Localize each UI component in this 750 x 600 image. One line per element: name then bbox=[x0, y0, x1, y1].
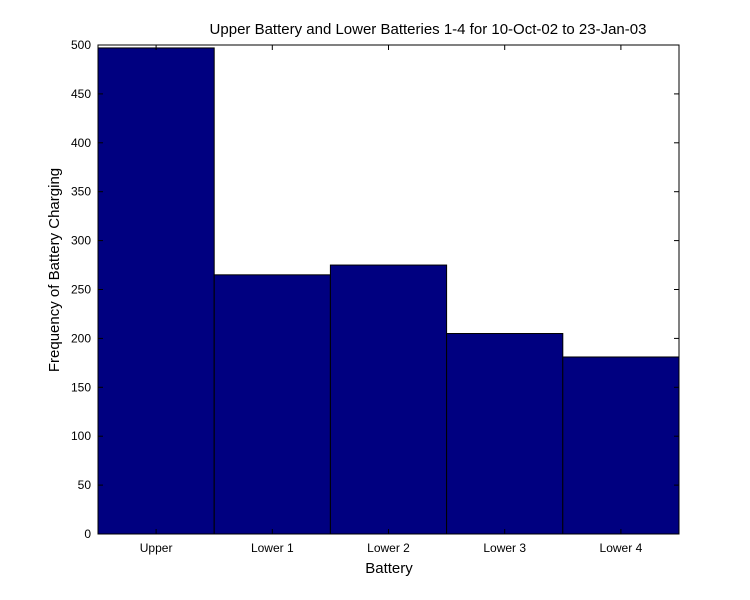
y-tick-label: 100 bbox=[71, 429, 91, 443]
ticks-layer: 0 50 100 150 200 250 300 350 400 450 500 Upper Lower… bbox=[71, 38, 679, 555]
y-tick-label: 350 bbox=[71, 185, 91, 199]
x-axis-title: Battery bbox=[365, 560, 413, 577]
bar-lower-3 bbox=[446, 333, 564, 535]
bar-lower-1 bbox=[213, 274, 331, 535]
chart-title: Upper Battery and Lower Batteries 1-4 fo… bbox=[210, 21, 647, 38]
y-tick-label: 400 bbox=[71, 136, 91, 150]
bar-lower-4 bbox=[562, 356, 680, 535]
y-tick-label: 50 bbox=[78, 478, 92, 492]
y-tick-label: 300 bbox=[71, 234, 91, 248]
y-tick-label: 250 bbox=[71, 283, 91, 297]
bar-lower-2 bbox=[329, 264, 448, 535]
y-axis-title: Frequency of Battery Charging bbox=[46, 168, 63, 372]
x-tick-label: Lower 4 bbox=[600, 541, 643, 555]
x-tick-label: Lower 1 bbox=[251, 541, 294, 555]
y-tick-label: 150 bbox=[71, 380, 91, 394]
y-tick-label: 450 bbox=[71, 87, 91, 101]
y-tick-label: 0 bbox=[84, 527, 91, 541]
bars-layer bbox=[97, 47, 680, 535]
y-tick-label: 500 bbox=[71, 38, 91, 52]
y-tick-label: 200 bbox=[71, 331, 91, 345]
x-tick-label: Lower 3 bbox=[483, 541, 526, 555]
bar-upper bbox=[97, 47, 215, 535]
x-tick-label: Lower 2 bbox=[367, 541, 410, 555]
x-tick-label: Upper bbox=[140, 541, 173, 555]
